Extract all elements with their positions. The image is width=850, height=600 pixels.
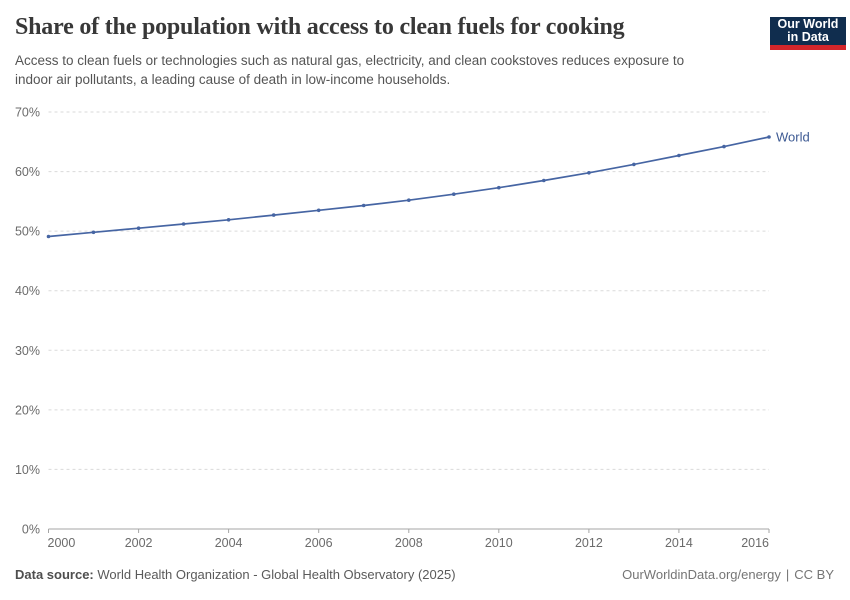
license-link[interactable]: CC BY (794, 567, 834, 582)
data-point[interactable] (181, 222, 186, 226)
y-axis-tick-label: 70% (15, 106, 40, 120)
line-chart-plot-area[interactable]: 0% 10% 20% 30% 40% 50% 60% 70% 2000 2002 2004 2006 2… (0, 100, 850, 560)
owid-url-link[interactable]: OurWorldinData.org/energy (622, 567, 781, 582)
chart-title: Share of the population with access to c… (15, 14, 625, 40)
data-point[interactable] (767, 135, 771, 139)
y-axis-tick-label: 40% (15, 284, 40, 298)
data-point[interactable] (271, 213, 276, 217)
y-axis-tick-label: 0% (22, 523, 40, 537)
chart-subtitle-line2: indoor air pollutants, a leading cause o… (15, 72, 451, 87)
data-point[interactable] (226, 218, 231, 222)
series-line-world[interactable] (48, 136, 770, 238)
data-point[interactable] (497, 185, 501, 190)
x-axis-tick-label: 2004 (215, 536, 243, 550)
y-axis-tick-label: 10% (15, 463, 40, 477)
data-point[interactable] (136, 226, 141, 230)
chart-footer: Data source: World Health Organization -… (15, 566, 834, 583)
x-axis-tick-label: 2014 (665, 536, 693, 550)
data-point[interactable] (91, 230, 96, 235)
x-axis-tick-label: 2010 (485, 536, 513, 550)
data-point[interactable] (632, 162, 636, 167)
series-label-world[interactable]: World (776, 130, 810, 145)
y-axis-tick-label: 20% (15, 403, 40, 417)
x-axis-tick-label: 2006 (305, 536, 333, 550)
data-point[interactable] (407, 198, 411, 202)
y-axis-tick-label: 50% (15, 225, 40, 239)
x-axis-tick-label: 2016 (741, 536, 769, 550)
x-axis-tick-label: 2012 (575, 536, 603, 550)
data-point[interactable] (587, 171, 591, 175)
data-source-label: Data source: (15, 567, 94, 582)
data-point[interactable] (542, 178, 546, 183)
y-axis-tick-label: 30% (15, 344, 40, 358)
chart-subtitle-line1: Access to clean fuels or technologies su… (15, 53, 685, 68)
data-point[interactable] (316, 208, 321, 213)
x-axis-tick-label: 2008 (395, 536, 423, 550)
footer-separator: | (785, 567, 790, 582)
owid-logo-line2: in Data (787, 30, 829, 44)
data-source-text: World Health Organization - Global Healt… (97, 567, 456, 582)
x-axis-tick-label: 2000 (48, 536, 76, 550)
data-point[interactable] (452, 192, 456, 196)
data-point[interactable] (46, 234, 51, 239)
data-source-note: Data source: World Health Organization -… (15, 566, 456, 583)
footer-links: OurWorldinData.org/energy | CC BY (622, 566, 834, 583)
owid-logo[interactable]: Our World in Data (770, 17, 846, 50)
data-point[interactable] (677, 153, 681, 158)
owid-logo-line1: Our World (777, 16, 839, 31)
y-axis-tick-label: 60% (15, 165, 40, 179)
data-point[interactable] (361, 203, 366, 208)
x-axis-tick-label: 2002 (125, 536, 153, 550)
data-point[interactable] (722, 144, 726, 149)
chart-subtitle: Access to clean fuels or technologies su… (15, 51, 775, 89)
